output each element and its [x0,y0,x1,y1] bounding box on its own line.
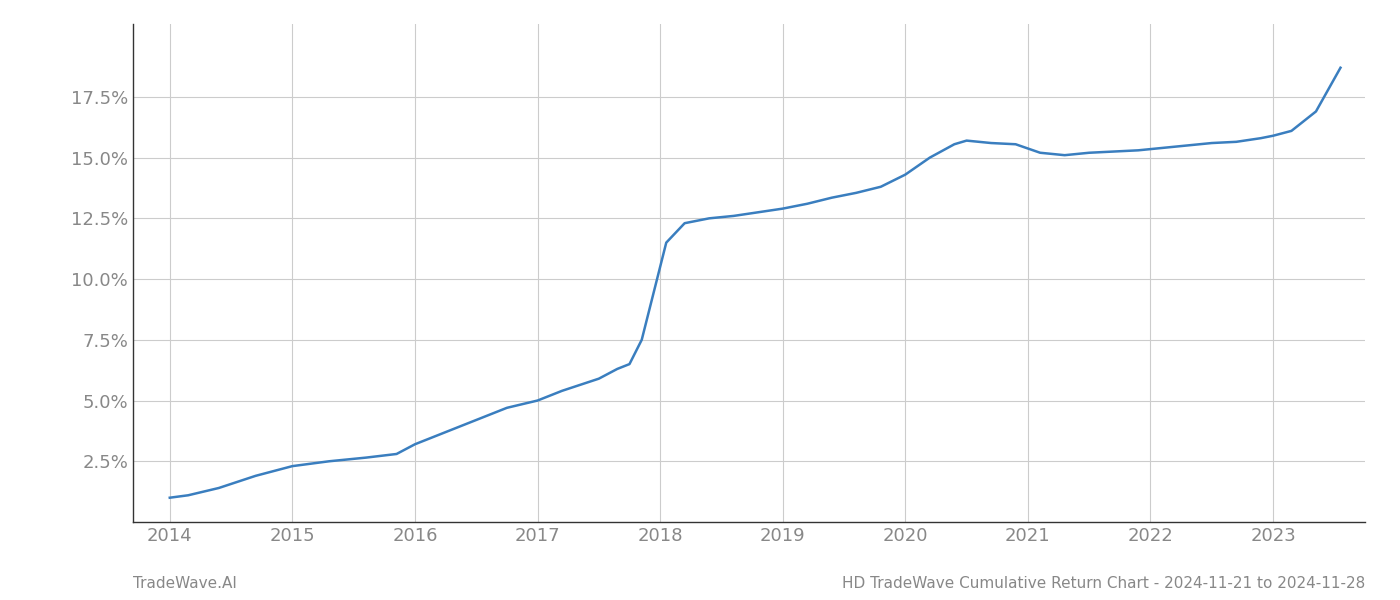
Text: HD TradeWave Cumulative Return Chart - 2024-11-21 to 2024-11-28: HD TradeWave Cumulative Return Chart - 2… [841,576,1365,591]
Text: TradeWave.AI: TradeWave.AI [133,576,237,591]
